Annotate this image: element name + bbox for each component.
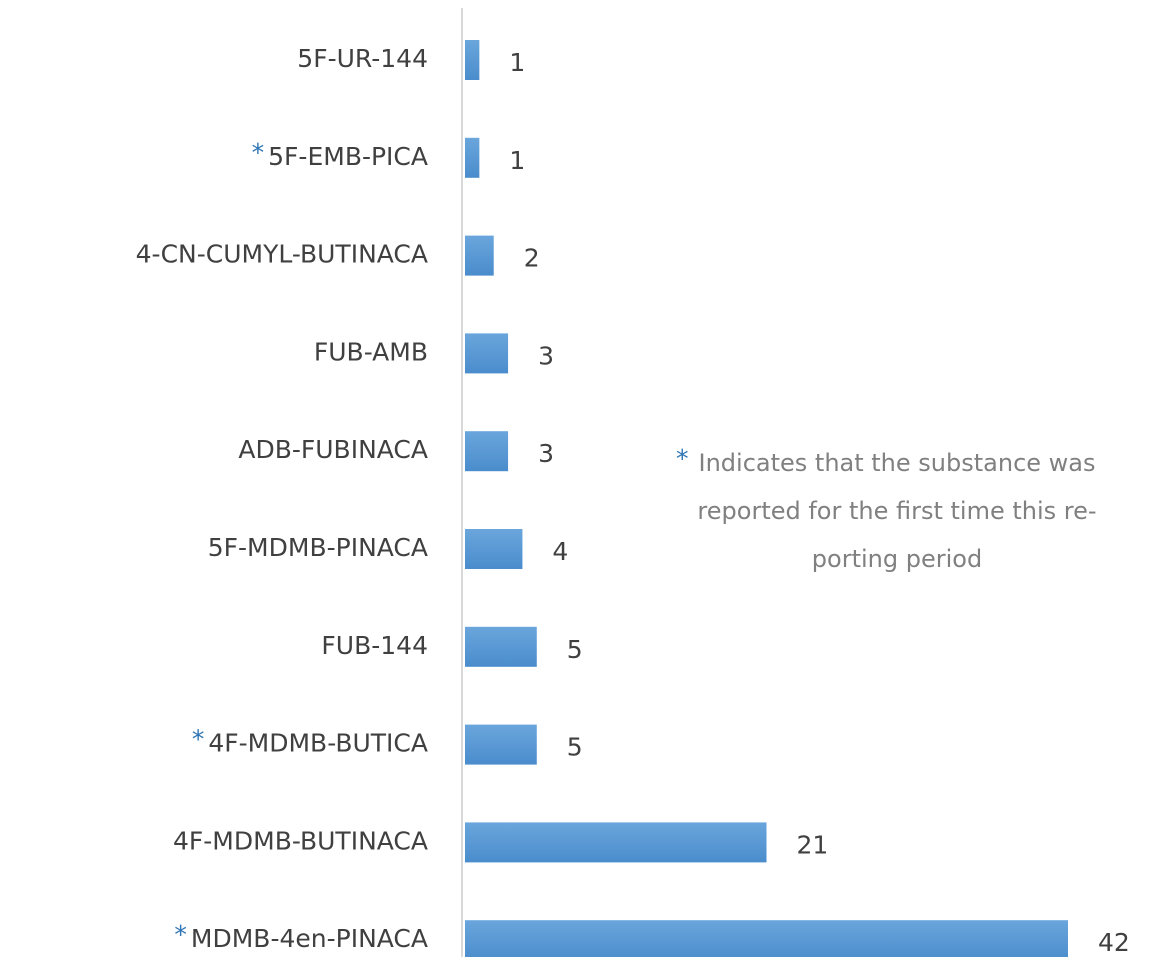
bar bbox=[465, 40, 480, 80]
bar bbox=[465, 626, 537, 667]
bar bbox=[465, 920, 1068, 961]
category-label: 4F-MDMB-BUTICA bbox=[208, 729, 428, 758]
value-label: 3 bbox=[538, 439, 554, 468]
category-label: ADB-FUBINACA bbox=[238, 435, 428, 464]
category-label: FUB-AMB bbox=[314, 337, 428, 366]
value-label: 2 bbox=[524, 244, 540, 273]
category-label: 4F-MDMB-BUTINACA bbox=[173, 826, 428, 855]
bar bbox=[465, 333, 509, 374]
value-label: 4 bbox=[552, 537, 568, 566]
value-label: 5 bbox=[567, 635, 583, 664]
note-text: reported for the first time this re- bbox=[697, 497, 1096, 525]
bar bbox=[465, 724, 537, 765]
bar bbox=[465, 235, 494, 276]
category-label: MDMB-4en-PINACA bbox=[191, 924, 428, 953]
category-label: 5F-MDMB-PINACA bbox=[208, 533, 428, 562]
value-label: 5 bbox=[567, 733, 583, 762]
value-label: 21 bbox=[797, 830, 829, 859]
bar bbox=[465, 137, 480, 178]
value-label: 42 bbox=[1098, 928, 1130, 957]
category-label: 5F-EMB-PICA bbox=[268, 142, 428, 171]
new-marker: * bbox=[252, 138, 265, 167]
value-label: 1 bbox=[509, 146, 525, 175]
category-label: 4-CN-CUMYL-BUTINACA bbox=[136, 240, 428, 269]
new-marker: * bbox=[192, 725, 205, 754]
value-label: 1 bbox=[509, 48, 525, 77]
note-marker: * bbox=[676, 444, 689, 473]
category-label: 5F-UR-144 bbox=[297, 44, 428, 73]
category-label: FUB-144 bbox=[321, 631, 428, 660]
bar bbox=[465, 529, 523, 569]
bar bbox=[465, 822, 767, 863]
value-label: 3 bbox=[538, 341, 554, 370]
new-marker: * bbox=[174, 920, 187, 949]
note-text: porting period bbox=[812, 545, 982, 573]
bar bbox=[465, 431, 509, 472]
note-text: Indicates that the substance was bbox=[699, 449, 1096, 477]
